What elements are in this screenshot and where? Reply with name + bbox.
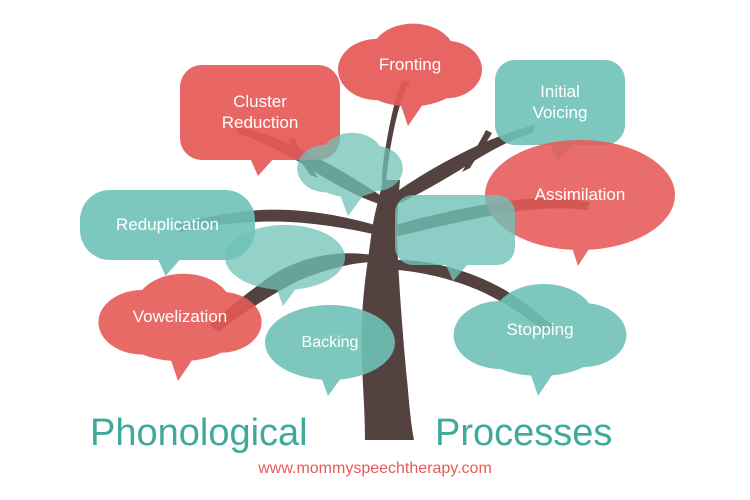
bubble-filler-teal-2 (395, 195, 515, 265)
bubble-label: Cluster Reduction (222, 92, 299, 133)
bubble-fronting: Fronting (335, 20, 485, 110)
bubble-initial-voicing: Initial Voicing (495, 60, 625, 145)
bubble-label: Vowelization (133, 307, 228, 327)
bubble-stopping: Stopping (450, 280, 630, 380)
bubble-shape (225, 225, 345, 290)
title-right: Processes (435, 412, 612, 455)
bubble-shape (295, 130, 405, 200)
bubble-backing: Backing (265, 305, 395, 380)
bubble-label: Fronting (379, 55, 441, 75)
bubble-label: Assimilation (535, 185, 626, 205)
bubble-label: Initial Voicing (533, 82, 588, 123)
diagram-canvas: Fronting Cluster Reduction Initial Voici… (0, 0, 750, 500)
bubble-label: Stopping (506, 320, 573, 340)
bubble-label: Backing (302, 333, 359, 352)
bubble-filler-teal-3 (225, 225, 345, 290)
source-url: www.mommyspeechtherapy.com (0, 460, 750, 478)
bubble-shape (395, 195, 515, 265)
title-left: Phonological (90, 412, 308, 455)
bubble-label: Reduplication (116, 215, 219, 235)
bubble-filler-teal-1 (295, 130, 405, 200)
